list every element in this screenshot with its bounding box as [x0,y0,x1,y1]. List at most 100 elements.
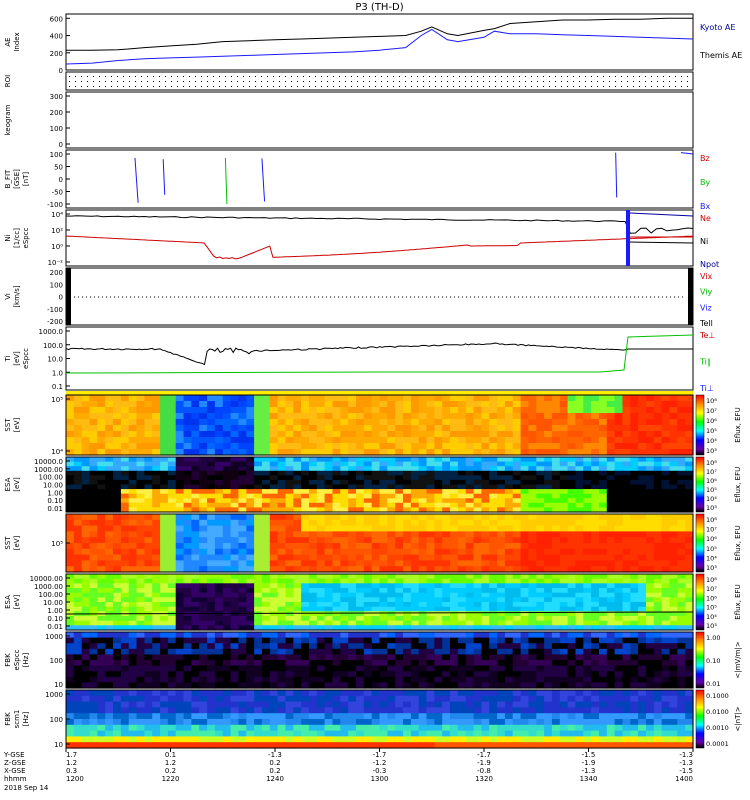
sst1-ctick-5: 10³ [706,447,717,455]
sst1-ylabel-0: SST [4,418,12,432]
fbk2-heatmap [66,690,694,749]
footer-y-0: 1.7 [66,751,77,759]
bfit-ylabel-2: [nT] [22,172,30,186]
esa2-ctick-5: 10³ [706,622,717,630]
ti-ytick-0: 1000.0 [39,328,64,336]
sst2-cbar-label: Eflux, EFU [734,525,742,560]
ni-series-ni [65,215,694,234]
ni-frame [65,209,694,267]
sst2-ctick-2: 10⁶ [706,535,717,543]
esa1-ctick-5: 10³ [706,504,717,512]
ti-legend-2: Ti⊥ [699,384,714,393]
sst1-ytick-0: 10⁵ [51,396,63,404]
footer-t-6: 1400 [675,775,693,783]
fbk1-ytick-0: 1000 [45,633,63,641]
fbk2-ylabel-0: FBK [4,712,12,726]
ni-ytick-2: 10⁰ [51,243,63,251]
sst1-ylabel-1: [eV] [13,417,21,432]
keogram-ylabel-0: keogram [4,104,12,135]
esa1-ytick-1: 1000.00 [34,466,63,474]
ae-ylabel-1: Index [13,32,21,51]
footer-label-1: Z-GSE [4,759,26,767]
bfit-legend-0: Bz [700,154,710,163]
sst1-colorbar [695,394,705,456]
esa1-ctick-1: 10⁷ [706,468,717,476]
sst2-ctick-0: 10⁸ [706,516,717,524]
fbk2-ctick-0: 0.1000 [706,692,729,700]
footer-y-5: -1.5 [582,751,596,759]
sst2-ytick-0: 10⁵ [51,540,63,548]
sst2-heatmap [66,514,694,573]
ae-ytick-1: 200 [50,50,63,58]
ti-ytick-2: 10.0 [47,356,63,364]
ti-series-tell [65,342,693,366]
ae-ytick-0: 0 [59,67,63,75]
bfit-Bx-seg-0 [134,157,139,203]
esa1-ctick-0: 10⁸ [706,459,717,467]
fbk2-ctick-3: 0.0001 [706,740,729,748]
fbk2-ylabel-1: scm1 [13,710,21,729]
esa2-ylabel-0: ESA [4,595,12,609]
bfit-ytick-3: -50 [52,189,63,197]
ti-ytick-3: 1.0 [52,369,63,377]
ti-ylabel-2: eSpcc [22,348,30,369]
roi-ylabel-0: ROI [4,75,12,87]
fbk1-colorbar [695,631,705,689]
fbk1-ytick-2: 10 [54,681,63,689]
ae-series-0 [66,17,693,51]
vi-left-block [66,268,71,325]
vi-legend-3: Tell [699,319,713,328]
esa2-ylabel-1: [eV] [13,594,21,609]
esa2-ctick-0: 10⁸ [706,576,717,584]
esa1-ytick-6: 0.01 [47,505,63,513]
esa2-ytick-3: 10.00 [43,599,63,607]
footer-t-3: 1300 [371,775,389,783]
ti-ylabel-1: [eV] [13,351,21,366]
esa2-colorbar [695,573,705,631]
footer-y-3: -1.7 [373,751,387,759]
footer-t-2: 1240 [266,775,284,783]
sst1-ctick-1: 10⁷ [706,407,717,415]
footer-x-2: 0.2 [269,767,280,775]
footer-x-3: -0.3 [373,767,387,775]
bfit-frame [65,149,694,209]
sst1-cbar-label: Eflux, EFU [734,407,742,442]
esa2-ctick-2: 10⁶ [706,594,717,602]
sst1-heatmap [66,395,694,456]
footer-label-3: hhmm [4,775,27,783]
esa2-ctick-1: 10⁷ [706,585,717,593]
fbk1-ctick-1: 0.10 [706,657,720,665]
ae-frame [65,13,694,71]
sst2-colorbar [695,513,705,573]
ti-legend-1: Ti∥ [699,358,711,367]
sst2-ctick-3: 10⁵ [706,545,717,553]
esa1-ytick-2: 100.00 [39,474,64,482]
footer-label-2: X-GSE [4,767,26,775]
sst2-ylabel-0: SST [4,536,12,550]
bfit-Bx-seg-2 [261,158,266,202]
footer-t-5: 1340 [580,775,598,783]
esa1-ctick-2: 10⁶ [706,477,717,485]
sst1-ctick-3: 10⁵ [706,427,717,435]
ti-series-tipar [65,334,694,374]
roi-frame [65,71,694,91]
ni-ylabel-1: [1/cc] [13,228,21,248]
footer-t-4: 1320 [475,775,493,783]
sst1-ctick-2: 10⁶ [706,417,717,425]
fbk2-ctick-2: 0.0010 [706,724,729,732]
fbk1-ctick-2: 0.01 [706,680,720,688]
ti-ytick-1: 100.0 [43,342,63,350]
sst2-ctick-1: 10⁷ [706,526,717,534]
ni-series-ne [65,235,694,260]
fbk1-ylabel-1: eSpcc [13,649,21,670]
fbk2-colorbar [695,689,705,749]
vi-legend-1: Viy [700,288,713,297]
esa2-ytick-2: 100.00 [39,591,64,599]
bfit-ytick-1: 50 [54,164,63,172]
ni-legend-1: Ni [700,237,708,246]
footer-z-2: 0.2 [269,759,280,767]
ni-series-npot [629,212,694,217]
keogram-ytick-1: 200 [50,109,63,117]
sst1-top-stripe [66,391,693,395]
